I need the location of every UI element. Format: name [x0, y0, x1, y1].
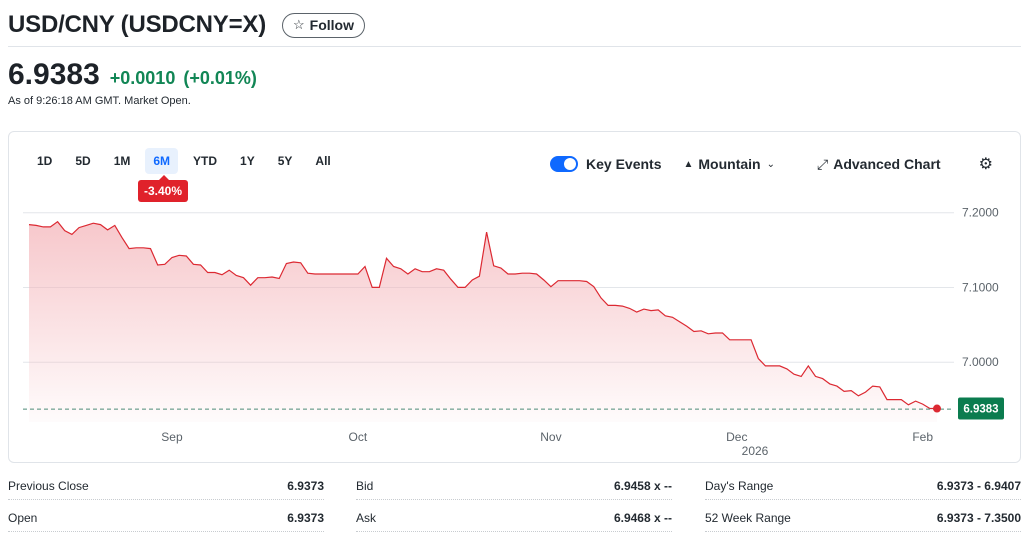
stat-value: 6.9458 x -- — [613, 478, 672, 493]
stat-value: 6.9468 x -- — [613, 510, 672, 525]
gear-icon[interactable]: ⚙ — [978, 156, 993, 173]
stat-label: Day's Range — [705, 478, 774, 493]
stat-value: 6.9373 — [287, 510, 324, 525]
last-price-dot — [933, 404, 941, 413]
divider — [8, 46, 1021, 47]
key-events-toggle[interactable] — [550, 156, 578, 172]
x-tick-label: Dec — [726, 430, 747, 444]
expand-icon: ⤢ — [817, 155, 829, 172]
follow-button[interactable]: ☆ Follow — [282, 12, 365, 38]
stat-open: Open 6.9373 — [8, 504, 324, 532]
stat-label: Ask — [356, 510, 377, 525]
x-year-label: 2026 — [742, 444, 769, 458]
price: 6.9383 — [8, 58, 100, 91]
range-selector: 1D 5D 1M 6M YTD 1Y 5Y All — [29, 148, 346, 174]
y-tick-label: 7.2000 — [962, 206, 999, 220]
chevron-down-icon: ⌄ — [766, 158, 775, 170]
range-change-badge: -3.40% — [138, 175, 189, 202]
star-icon: ☆ — [293, 17, 305, 32]
range-5d[interactable]: 5D — [75, 154, 91, 168]
y-tick-label: 7.1000 — [962, 280, 999, 294]
last-price-label: 6.9383 — [963, 404, 998, 416]
follow-label: Follow — [309, 17, 354, 33]
range-1d[interactable]: 1D — [37, 154, 53, 168]
mountain-icon: ▲ — [683, 158, 694, 170]
range-1y[interactable]: 1Y — [240, 154, 255, 168]
quote-row: 6.9383 +0.0010 (+0.01%) — [8, 58, 257, 92]
y-tick-label: 7.0000 — [962, 355, 999, 369]
price-change-percent: (+0.01%) — [183, 68, 257, 88]
key-events-label: Key Events — [586, 156, 662, 172]
chart-type-dropdown[interactable]: ▲ Mountain ⌄ — [683, 156, 775, 172]
stat-ask: Ask 6.9468 x -- — [356, 504, 672, 532]
advanced-chart-button[interactable]: ⤢ Advanced Chart — [817, 156, 941, 173]
stat-label: Bid — [356, 478, 374, 493]
stat-label: Open — [8, 510, 38, 525]
chart-card: 1D 5D 1M 6M YTD 1Y 5Y All -3.40% Key Eve… — [8, 131, 1021, 463]
range-all[interactable]: All — [315, 154, 331, 168]
chart-tools: Key Events ▲ Mountain ⌄ ⤢ Advanced Chart… — [550, 154, 993, 174]
price-line — [28, 220, 937, 410]
stat-value: 6.9373 - 7.3500 — [936, 510, 1021, 525]
range-5y[interactable]: 5Y — [277, 154, 293, 168]
chart-type-label: Mountain — [698, 156, 761, 172]
stat-value: 6.9373 — [287, 478, 324, 493]
stat-label: Previous Close — [8, 478, 89, 493]
stat-value: 6.9373 - 6.9407 — [936, 478, 1021, 493]
area-fill — [29, 221, 937, 422]
x-tick-label: Nov — [540, 430, 561, 444]
advanced-chart-label: Advanced Chart — [833, 156, 941, 172]
price-chart[interactable]: 7.2000 7.1000 7.0000 6.9383 Sep Oct Nov Dec Feb 2… — [9, 132, 1022, 464]
range-6m[interactable]: 6M — [145, 148, 179, 174]
stat-label: 52 Week Range — [705, 510, 791, 525]
page-title: USD/CNY (USDCNY=X) — [8, 11, 266, 38]
price-change: +0.0010 — [109, 68, 176, 88]
x-tick-label: Sep — [161, 430, 183, 444]
stat-previous-close: Previous Close 6.9373 — [8, 472, 324, 500]
last-price-tag — [958, 397, 1004, 420]
stat-days-range: Day's Range 6.9373 - 6.9407 — [705, 472, 1021, 500]
title-row: USD/CNY (USDCNY=X) ☆ Follow — [8, 10, 365, 40]
stat-bid: Bid 6.9458 x -- — [356, 472, 672, 500]
range-1m[interactable]: 1M — [113, 154, 131, 168]
market-time: As of 9:26:18 AM GMT. Market Open. — [8, 95, 191, 107]
x-tick-label: Feb — [912, 430, 933, 444]
stat-52-week-range: 52 Week Range 6.9373 - 7.3500 — [705, 504, 1021, 532]
range-ytd[interactable]: YTD — [193, 154, 218, 168]
x-tick-label: Oct — [349, 430, 368, 444]
